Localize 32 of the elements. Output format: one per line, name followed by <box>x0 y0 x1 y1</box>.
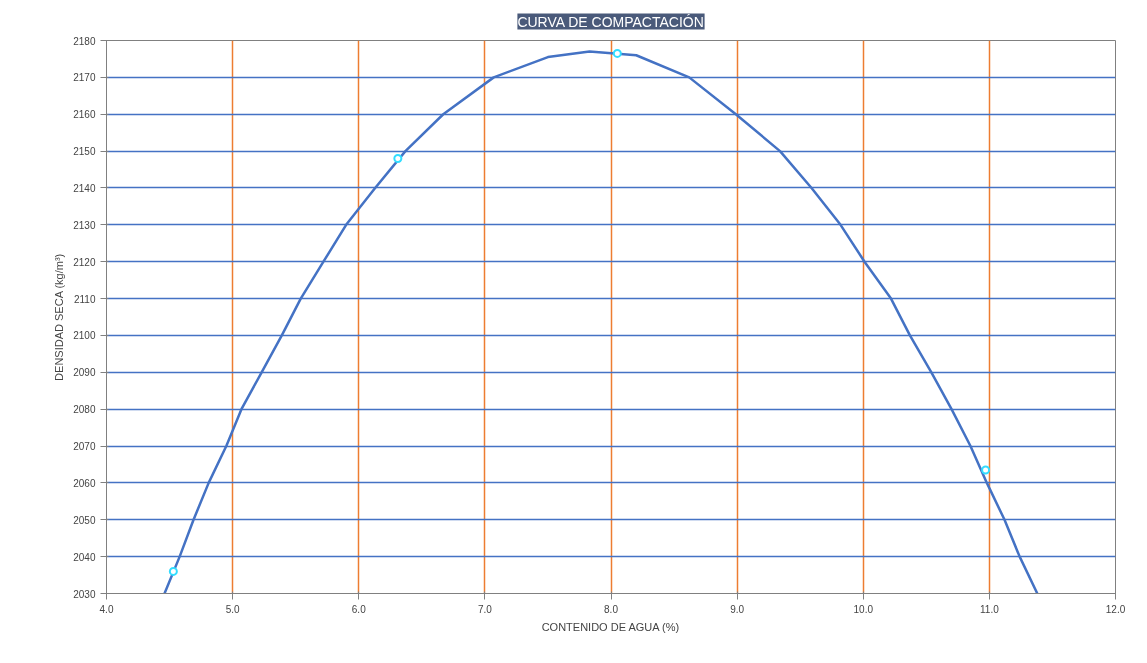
y-tick-label: 2130 <box>73 219 96 231</box>
y-tick-label: 2040 <box>73 551 96 563</box>
y-tick-label: 2110 <box>74 293 96 305</box>
x-axis-title: CONTENIDO DE AGUA (%) <box>541 620 680 633</box>
point <box>981 465 991 475</box>
y-tick-label: 2160 <box>73 109 96 121</box>
y-tick-label: 2060 <box>73 477 96 489</box>
x-tick-label: 9.0 <box>730 603 745 615</box>
point <box>168 566 178 576</box>
x-tick-label: 11.0 <box>980 603 1000 615</box>
y-tick-label: 2050 <box>73 514 96 526</box>
x-tick-label: 10.0 <box>853 603 874 615</box>
x-tick-label: 12.0 <box>1105 603 1126 615</box>
x-tick-label: 4.0 <box>99 603 114 615</box>
y-tick-label: 2030 <box>73 588 96 600</box>
y-tick-label: 2090 <box>73 367 96 379</box>
y-tick-label: 2150 <box>73 146 96 158</box>
y-axis-title: DENSIDAD SECA (kg/m³) <box>53 253 66 381</box>
x-tick-label: 8.0 <box>604 603 619 615</box>
y-tick-label: 2140 <box>73 182 96 194</box>
y-tick-label: 2080 <box>73 404 96 416</box>
point <box>393 153 403 163</box>
y-tick-label: 2100 <box>73 330 96 342</box>
y-tick-label: 2070 <box>73 441 96 453</box>
y-tick-label: 2120 <box>73 256 96 268</box>
point <box>612 48 622 58</box>
x-tick-label: 6.0 <box>351 603 367 615</box>
x-tick-label: 7.0 <box>477 603 493 615</box>
y-tick-label: 2180 <box>73 35 96 47</box>
x-tick-label: 5.0 <box>225 603 241 615</box>
chart-title: CURVA DE COMPACTACIÓN <box>517 13 704 30</box>
y-tick-label: 2170 <box>73 72 96 84</box>
